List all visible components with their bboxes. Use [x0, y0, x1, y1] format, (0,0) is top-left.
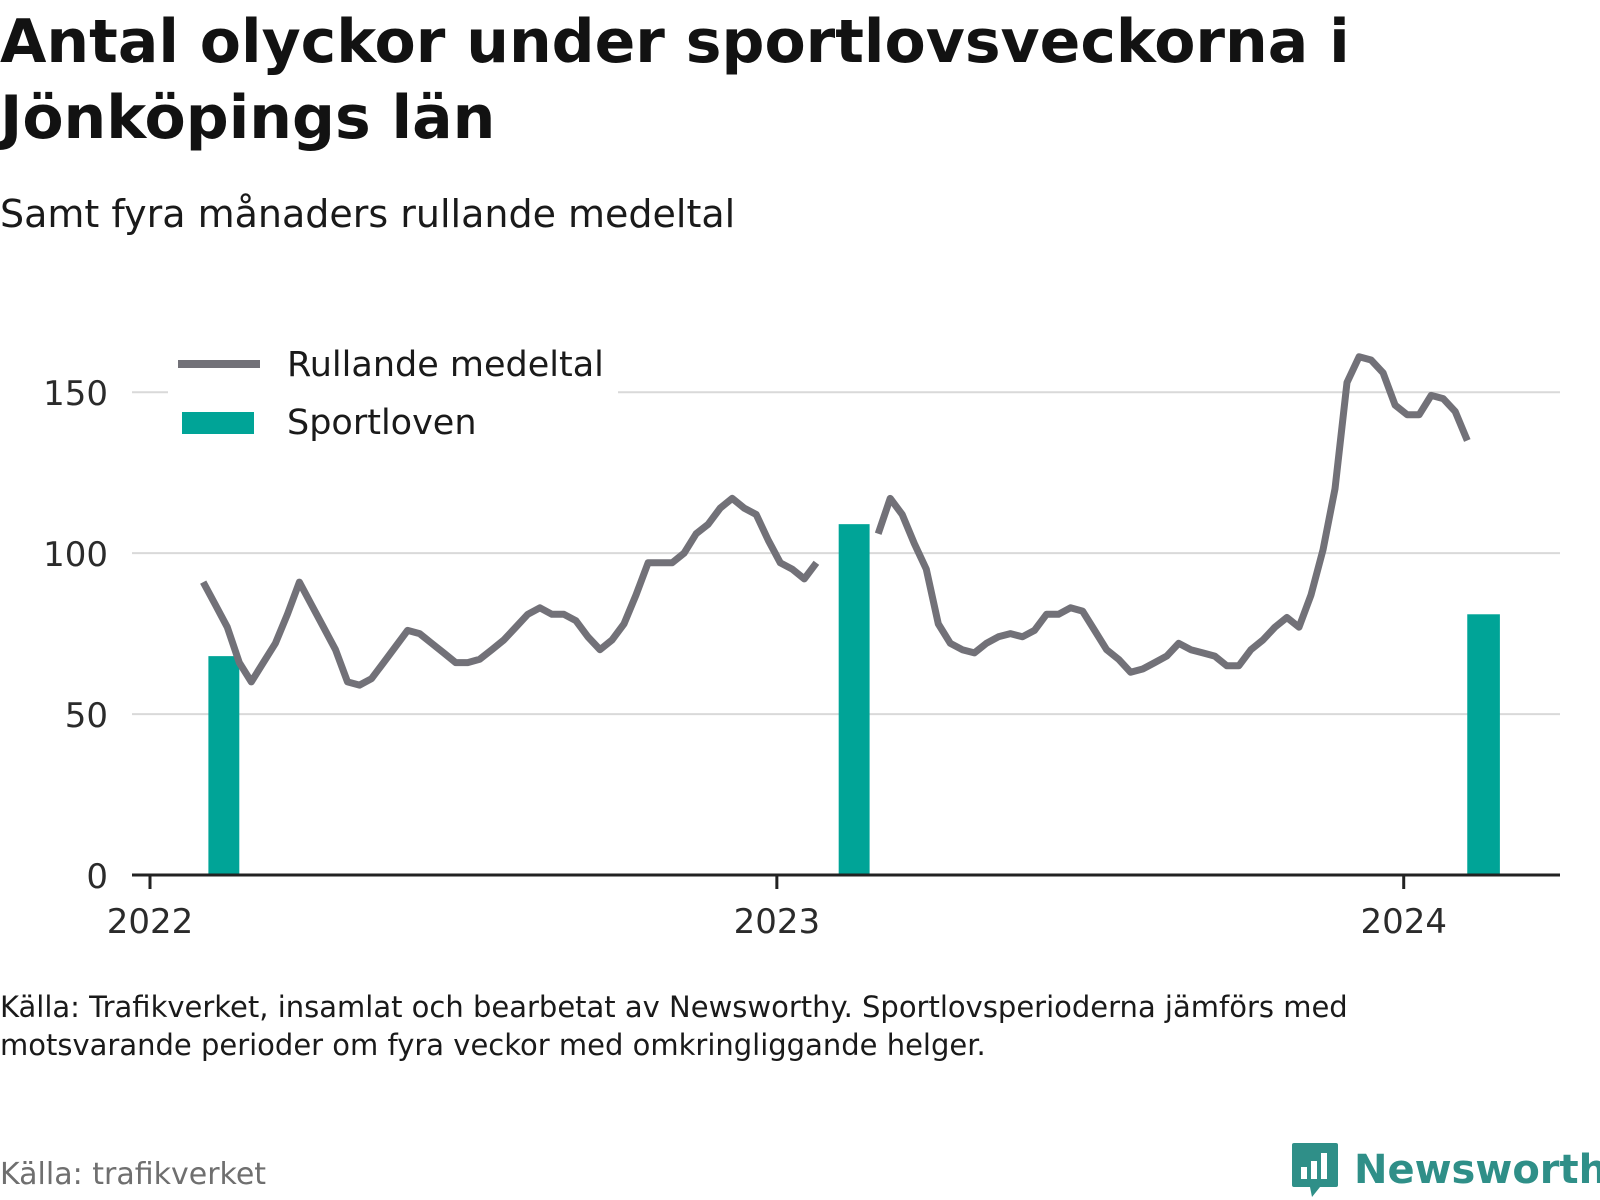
source-credit: Källa: trafikverket [0, 1157, 267, 1192]
chart-subtitle: Samt fyra månaders rullande medeltal [0, 192, 736, 236]
x-tick-label: 2024 [1360, 902, 1447, 942]
series-line [200, 494, 820, 689]
chart-title: Antal olyckor under sportlovsveckorna i … [0, 7, 1350, 153]
y-tick-label: 150 [43, 374, 108, 414]
source-note: Källa: Trafikverket, insamlat och bearbe… [0, 990, 1348, 1062]
brand-name: Newsworthy [1354, 1147, 1600, 1193]
bar-chart-speech-bubble-icon [1292, 1143, 1338, 1197]
y-tick-label: 0 [86, 857, 108, 897]
legend-label: Rullande medeltal [287, 345, 604, 385]
y-tick-label: 50 [65, 696, 108, 736]
legend-bar-swatch [182, 412, 254, 434]
chart: 0 50 100 150 2022 2023 2024 Rullande medeltal Sp… [43, 330, 1560, 942]
bar [838, 524, 870, 875]
x-tick-label: 2023 [734, 902, 821, 942]
bar [208, 656, 240, 875]
newsworthy-logo: Newsworthy [1290, 1140, 1600, 1200]
bar [1467, 614, 1500, 875]
y-tick-label: 100 [43, 535, 108, 575]
series-line [874, 353, 1471, 676]
legend-label: Sportloven [287, 403, 477, 443]
x-tick-label: 2022 [107, 902, 194, 942]
